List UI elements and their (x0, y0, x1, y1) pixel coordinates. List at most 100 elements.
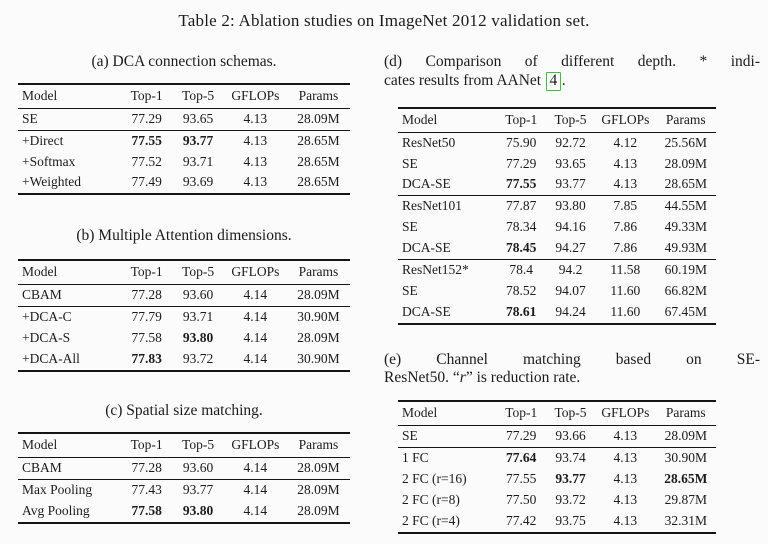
value-cell: 94.27 (555, 240, 586, 256)
table-row: CBAM 77.28 93.60 4.14 28.09M (18, 458, 350, 480)
value-cell: 28.09M (664, 428, 707, 444)
header-row: Model Top-1 Top-5 GFLOPs Params (398, 401, 716, 425)
citation-link[interactable]: 4 (546, 71, 561, 91)
value-cell: 93.80 (182, 329, 214, 345)
value-cell: 30.90M (664, 450, 707, 466)
caption-line: ResNet50. “r” is reduction rate. (384, 369, 581, 387)
model-cell: +Direct (22, 132, 64, 148)
model-cell: CBAM (22, 460, 62, 476)
value-cell: 7.86 (613, 219, 638, 235)
value-cell: 28.09M (297, 329, 340, 345)
value-cell: 77.55 (506, 176, 537, 192)
left-column: (a) DCA connection schemas. Model Top-1 To… (18, 31, 350, 534)
value-cell: 4.14 (243, 287, 268, 303)
value-cell: 25.56M (664, 134, 707, 150)
value-cell: 4.13 (613, 512, 638, 528)
column-header: Params (665, 111, 706, 127)
value-cell: 78.61 (506, 303, 537, 319)
caption-line: (a) DCA connection schemas. (91, 53, 277, 70)
model-cell: DCA-SE (402, 240, 451, 256)
model-cell: SE (402, 428, 418, 444)
table-row: 1 FC 77.64 93.74 4.13 30.90M (398, 448, 716, 469)
value-cell: 4.13 (613, 491, 638, 507)
value-cell: 93.60 (182, 287, 214, 303)
model-cell: 2 FC (r=8) (402, 491, 460, 507)
table-row: Max Pooling 77.43 93.77 4.14 28.09M (18, 480, 350, 501)
column-header: GFLOPs (601, 111, 650, 127)
value-cell: 49.93M (664, 240, 707, 256)
value-cell: 93.69 (182, 174, 214, 190)
subtable-c-caption: (c) Spatial size matching. (18, 402, 350, 421)
model-cell: SE (22, 110, 38, 126)
row-group: ResNet101 77.87 93.80 7.85 44.55M SE 78.34 94.1… (398, 195, 716, 260)
header-row: Model Top-1 Top-5 GFLOPs Params (18, 84, 350, 108)
value-cell: 4.14 (243, 308, 268, 324)
value-cell: 7.86 (613, 240, 638, 256)
value-cell: 93.80 (182, 503, 214, 519)
value-cell: 4.13 (613, 471, 638, 486)
value-cell: 77.29 (506, 428, 537, 444)
value-cell: 77.28 (131, 460, 162, 476)
subtable-b-table: Model Top-1 Top-5 GFLOPs Params CBAM 77.28 93.6… (18, 259, 350, 372)
row-group: SE 77.29 93.65 4.13 28.09M (18, 108, 350, 130)
model-cell: DCA-SE (402, 303, 451, 319)
table-row: DCA-SE 77.55 93.77 4.13 28.65M (398, 174, 716, 195)
caption-line: cates results from AANet 4. (384, 71, 566, 91)
model-cell: SE (402, 155, 418, 171)
column-header: GFLOPs (231, 87, 280, 103)
column-header: Model (22, 87, 58, 103)
value-cell: 93.77 (182, 132, 214, 148)
table-row: +DCA-C 77.79 93.71 4.14 30.90M (18, 306, 350, 327)
column-header: GFLOPs (231, 437, 280, 453)
value-cell: 77.52 (131, 153, 162, 169)
value-cell: 4.14 (243, 482, 268, 498)
subtable-e-table: Model Top-1 Top-5 GFLOPs Params SE 77.29 93.66 4… (398, 400, 716, 534)
value-cell: 78.4 (509, 261, 534, 277)
value-cell: 77.42 (506, 512, 537, 528)
value-cell: 4.13 (613, 450, 638, 466)
subtable-a-table: Model Top-1 Top-5 GFLOPs Params SE 77.29 93.65 4… (18, 82, 350, 196)
value-cell: 60.19M (664, 261, 707, 277)
value-cell: 94.24 (555, 303, 586, 319)
value-cell: 77.43 (131, 482, 162, 498)
value-cell: 77.55 (506, 471, 537, 486)
value-cell: 11.60 (610, 282, 641, 298)
value-cell: 93.71 (182, 153, 214, 169)
subtable-d: (d) Comparison of different depth. * ind… (384, 53, 760, 325)
value-cell: 28.09M (297, 287, 340, 303)
table-row: 2 FC (r=8) 77.50 93.72 4.13 29.87M (398, 490, 716, 511)
value-cell: 28.65M (664, 176, 707, 192)
table-row: DCA-SE 78.45 94.27 7.86 49.93M (398, 238, 716, 259)
value-cell: 75.90 (506, 134, 537, 150)
model-cell: Max Pooling (22, 482, 93, 498)
value-cell: 4.13 (243, 153, 268, 169)
subtable-d-caption: (d) Comparison of different depth. * ind… (384, 53, 760, 91)
value-cell: 4.13 (613, 176, 638, 192)
caption-line: (d) Comparison of different depth. * ind… (384, 53, 760, 70)
value-cell: 77.87 (506, 198, 537, 214)
table-row: 2 FC (r=16) 77.55 93.77 4.13 28.65M (398, 469, 716, 490)
right-column: (d) Comparison of different depth. * ind… (384, 31, 760, 534)
column-header: Top-5 (182, 437, 215, 453)
column-header: Top-5 (182, 264, 215, 280)
table-row: +DCA-S 77.58 93.80 4.14 28.09M (18, 328, 350, 349)
column-header: Model (22, 264, 58, 280)
value-cell: 4.14 (243, 350, 268, 366)
value-cell: 4.13 (613, 155, 638, 171)
model-cell: ResNet101 (402, 198, 462, 214)
value-cell: 28.65M (297, 153, 340, 169)
value-cell: 94.16 (555, 219, 586, 235)
value-cell: 28.09M (297, 503, 340, 519)
column-header: Top-1 (505, 111, 538, 127)
column-header: Params (665, 405, 706, 421)
value-cell: 94.2 (558, 261, 583, 277)
value-cell: 77.83 (131, 350, 162, 366)
value-cell: 11.60 (610, 303, 641, 319)
value-cell: 93.77 (555, 471, 586, 486)
columns: (a) DCA connection schemas. Model Top-1 To… (0, 31, 768, 534)
model-cell: +DCA-All (22, 350, 80, 366)
value-cell: 32.31M (664, 512, 707, 528)
value-cell: 93.72 (182, 350, 214, 366)
model-cell: +Softmax (22, 153, 76, 169)
value-cell: 28.09M (297, 482, 340, 498)
